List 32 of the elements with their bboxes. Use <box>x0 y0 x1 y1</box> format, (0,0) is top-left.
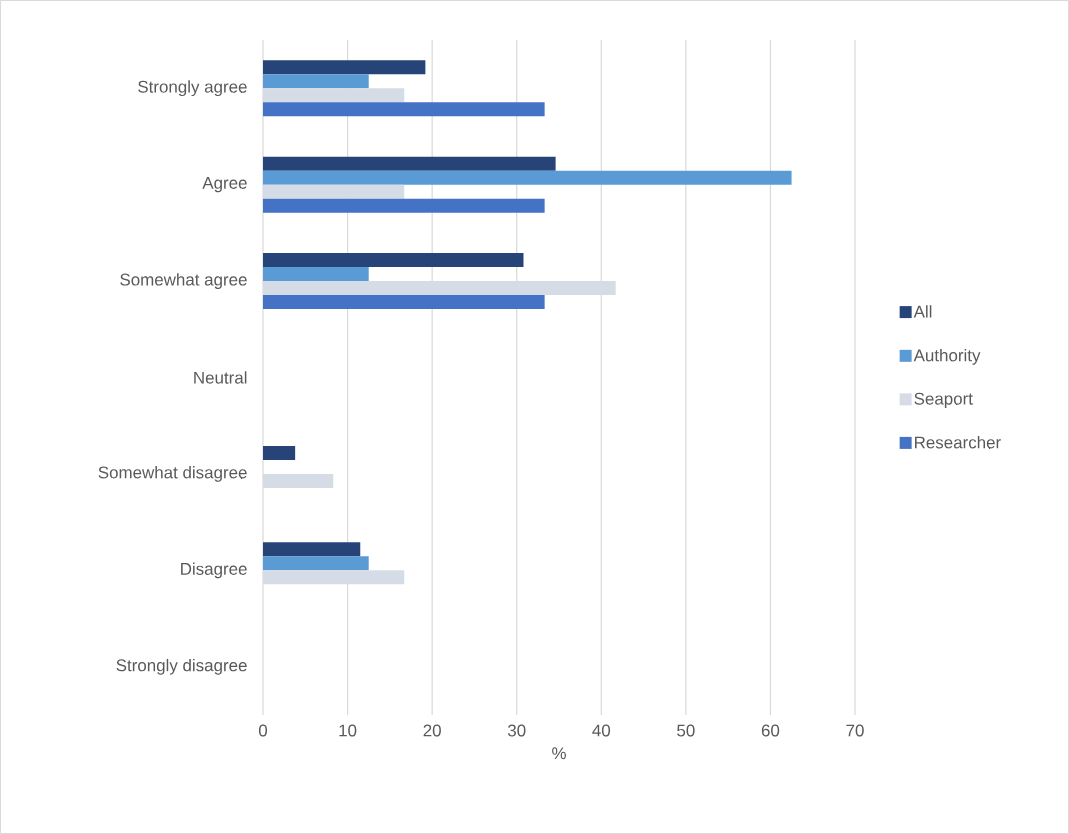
x-tick-label: 30 <box>507 724 526 737</box>
y-tick-label: Neutral <box>194 371 247 384</box>
y-tick-label: Somewhat agree <box>120 273 247 289</box>
bar <box>263 156 556 171</box>
x-tick-label: 10 <box>339 724 357 737</box>
bar <box>263 170 792 185</box>
x-tick-label: 20 <box>423 724 441 737</box>
y-tick-label: Strongly disagree <box>116 658 247 675</box>
y-tick-label: Agree <box>202 177 247 193</box>
bar <box>263 542 361 557</box>
bar <box>263 556 369 571</box>
x-tick-label: 60 <box>761 724 780 737</box>
x-tick-label: 70 <box>846 724 864 737</box>
legend-label: Authority <box>913 348 981 365</box>
legend-label: All <box>913 305 932 318</box>
legend-label: Researcher <box>915 436 1001 449</box>
bar <box>263 102 545 117</box>
bar <box>263 74 369 89</box>
y-tick-label: Strongly agree <box>138 80 247 97</box>
bar <box>263 198 545 213</box>
y-tick-label: Somewhat disagree <box>98 466 247 482</box>
legend-label: Seaport <box>914 392 973 409</box>
x-tick-label: 0 <box>258 724 268 737</box>
x-tick-label: 50 <box>677 724 695 737</box>
bar <box>263 295 545 310</box>
bar <box>263 253 524 268</box>
x-tick-label: 40 <box>592 724 611 737</box>
y-tick-label: Disagree <box>181 562 247 579</box>
bar <box>263 267 369 282</box>
bar <box>263 60 426 75</box>
bar <box>263 445 296 460</box>
x-axis-title: % <box>552 747 566 760</box>
